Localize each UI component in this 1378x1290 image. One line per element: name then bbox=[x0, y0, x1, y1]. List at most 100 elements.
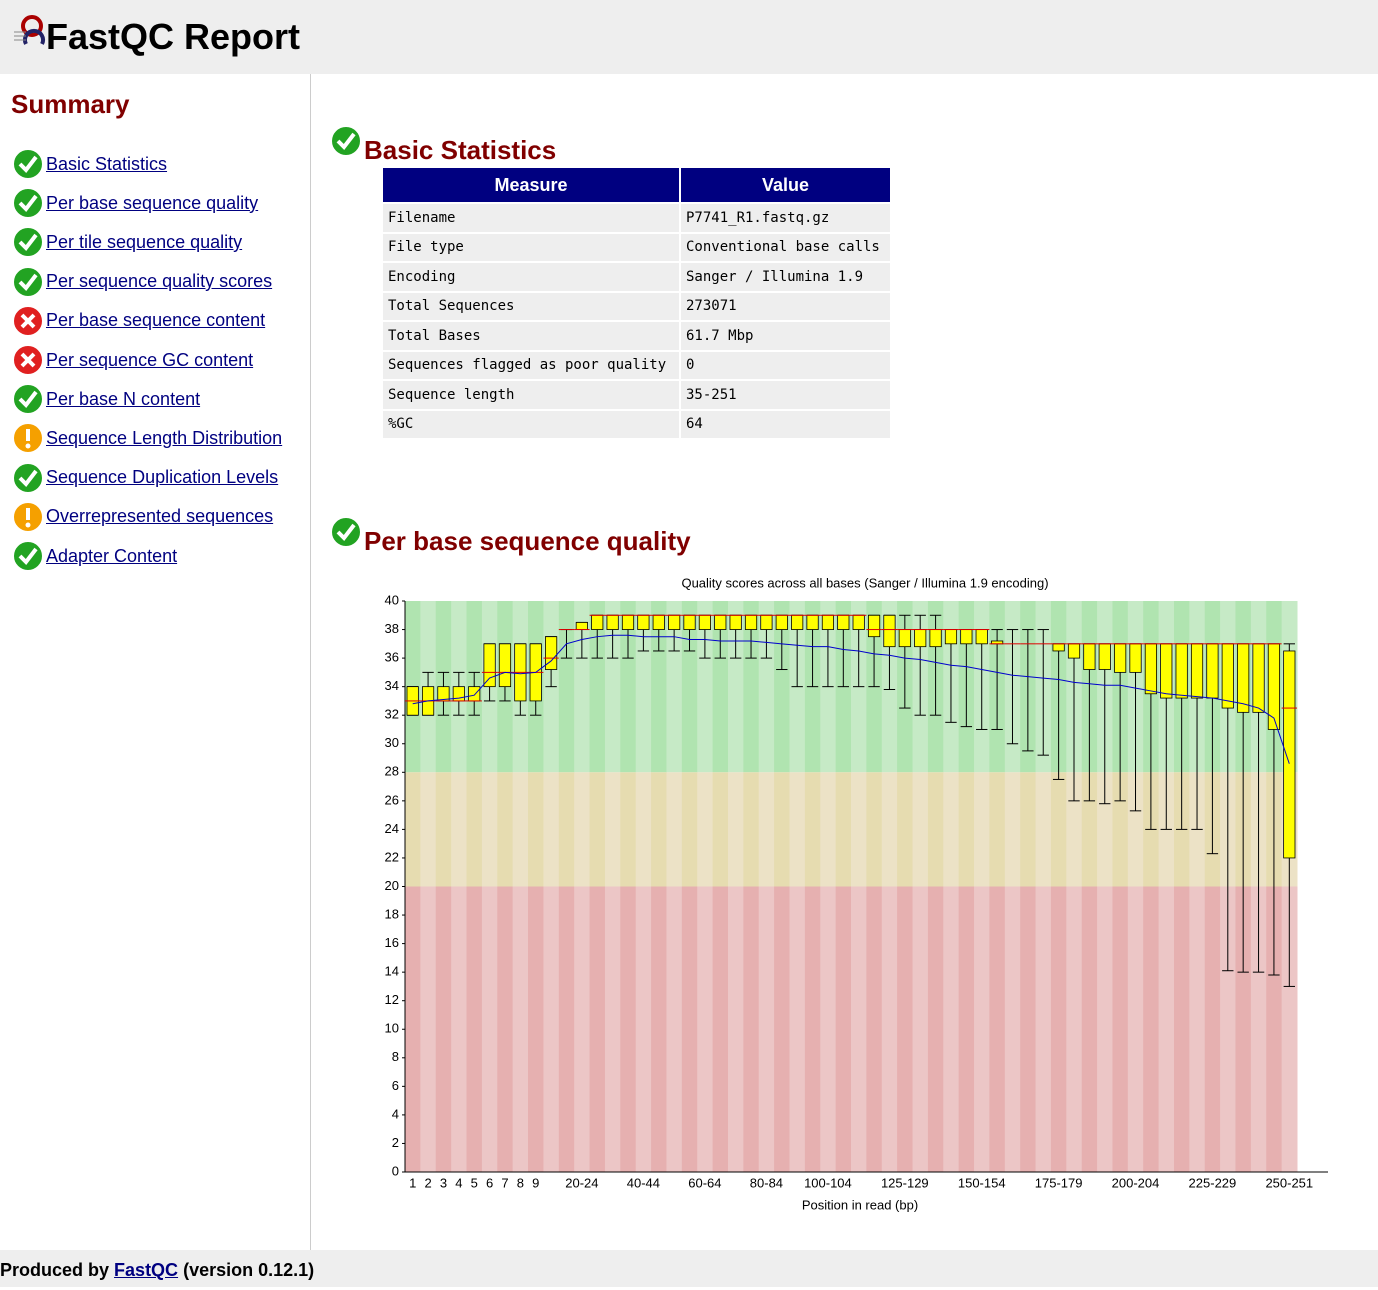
summary-item: Per sequence GC content bbox=[12, 344, 253, 376]
zone-band bbox=[420, 772, 437, 887]
box bbox=[498, 643, 512, 688]
zone-band bbox=[604, 772, 621, 887]
icon-glyph bbox=[18, 194, 38, 213]
table-cell: File type bbox=[383, 233, 679, 261]
y-tick-label: 36 bbox=[385, 650, 399, 665]
summary-link[interactable]: Basic Statistics bbox=[46, 153, 168, 174]
zone-band bbox=[1235, 886, 1252, 1172]
status-icon bbox=[12, 383, 44, 416]
zone-band bbox=[1020, 772, 1037, 887]
summary-link[interactable]: Per base sequence quality bbox=[46, 192, 259, 213]
table-cell: Sequences flagged as poor quality bbox=[383, 351, 679, 379]
zone-band bbox=[743, 772, 760, 887]
icon-glyph bbox=[20, 352, 36, 368]
summary-item: Per base N content bbox=[12, 383, 201, 416]
box bbox=[852, 614, 865, 630]
box bbox=[468, 686, 481, 702]
zone-band bbox=[881, 772, 898, 887]
zone-band bbox=[804, 886, 821, 1172]
zone-band bbox=[604, 886, 621, 1172]
summary-link[interactable]: Adapter Content bbox=[46, 545, 178, 566]
box bbox=[837, 614, 850, 630]
summary-link[interactable]: Overrepresented sequences bbox=[46, 506, 274, 527]
sidebar: Summary Basic Statistics Per base sequenc… bbox=[0, 74, 311, 1250]
chart-title: Quality scores across all bases (Sanger … bbox=[681, 575, 1048, 590]
chart: Quality scores across all bases (Sanger … bbox=[385, 575, 1328, 1212]
status-icon bbox=[12, 461, 44, 494]
zone-band bbox=[635, 601, 652, 773]
status-icon bbox=[330, 516, 362, 548]
table-cell: 35-251 bbox=[681, 381, 890, 409]
zone-band bbox=[1112, 886, 1129, 1172]
summary-link[interactable]: Per base N content bbox=[46, 388, 201, 409]
zone-band bbox=[851, 886, 867, 1172]
footer-text: (version 0.12.1) bbox=[183, 1260, 315, 1280]
zone-band bbox=[789, 772, 806, 887]
zone-band bbox=[635, 886, 652, 1172]
icon-glyph bbox=[336, 523, 356, 542]
table-row: File type Conventional base calls bbox=[383, 233, 890, 261]
y-tick-label: 24 bbox=[385, 821, 399, 836]
icon-bg bbox=[12, 226, 44, 259]
summary-link[interactable]: Per base sequence content bbox=[46, 310, 266, 331]
box bbox=[637, 614, 650, 630]
status-icon bbox=[12, 344, 44, 376]
status-icon bbox=[12, 422, 44, 455]
zone-band bbox=[435, 772, 452, 887]
icon-glyph bbox=[18, 234, 38, 252]
y-tick-label: 28 bbox=[385, 764, 399, 779]
zone-band bbox=[1050, 772, 1067, 887]
zone-band bbox=[820, 886, 837, 1172]
x-tick-label: 60-64 bbox=[688, 1175, 721, 1190]
zone-band bbox=[1189, 886, 1206, 1172]
summary-title: Summary bbox=[11, 89, 130, 119]
zone-band bbox=[528, 772, 544, 887]
y-tick-label: 32 bbox=[385, 707, 399, 722]
y-tick-label: 22 bbox=[385, 849, 399, 864]
summary-link[interactable]: Per sequence quality scores bbox=[46, 271, 273, 292]
box bbox=[575, 622, 588, 630]
box bbox=[929, 629, 942, 648]
zone-band bbox=[743, 601, 760, 773]
zone-band bbox=[835, 772, 852, 887]
y-tick-label: 40 bbox=[385, 592, 399, 607]
summary-item: Per base sequence content bbox=[12, 304, 266, 337]
zone-band bbox=[727, 772, 744, 887]
zone-band bbox=[451, 886, 468, 1172]
zone-band bbox=[897, 772, 914, 887]
zone-band bbox=[589, 886, 606, 1172]
summary-link[interactable]: Per sequence GC content bbox=[46, 349, 254, 370]
table-row: Sequences flagged as poor quality 0 bbox=[383, 351, 890, 379]
status-icon bbox=[330, 125, 362, 157]
zone-band bbox=[528, 886, 544, 1172]
box bbox=[1114, 643, 1127, 673]
zone-band bbox=[1050, 886, 1067, 1172]
section-title: Per base sequence quality bbox=[364, 526, 691, 556]
table-cell: Sequence length bbox=[383, 381, 679, 409]
zone-band bbox=[866, 772, 883, 887]
summary-link[interactable]: Per tile sequence quality bbox=[46, 231, 243, 252]
footer-link[interactable]: FastQC bbox=[114, 1260, 179, 1280]
zone-band bbox=[1143, 886, 1160, 1172]
zone-band bbox=[1266, 886, 1283, 1172]
y-tick-label: 20 bbox=[385, 878, 399, 893]
zone-band bbox=[851, 772, 867, 887]
zone-band bbox=[558, 772, 575, 887]
status-icon bbox=[12, 304, 44, 337]
summary-link[interactable]: Sequence Length Distribution bbox=[46, 427, 283, 448]
icon-glyph bbox=[25, 443, 31, 449]
zone-band bbox=[512, 772, 529, 887]
page-title: FastQC Report bbox=[46, 16, 301, 57]
icon-glyph bbox=[20, 313, 36, 329]
box bbox=[714, 614, 727, 630]
y-tick-label: 0 bbox=[392, 1163, 399, 1178]
box bbox=[1252, 643, 1265, 713]
summary-link[interactable]: Sequence Duplication Levels bbox=[46, 467, 279, 488]
box bbox=[975, 629, 988, 645]
box bbox=[760, 614, 773, 630]
box bbox=[914, 629, 927, 648]
zone-band bbox=[620, 601, 637, 773]
box bbox=[1067, 643, 1081, 659]
zone-band bbox=[1127, 886, 1144, 1172]
